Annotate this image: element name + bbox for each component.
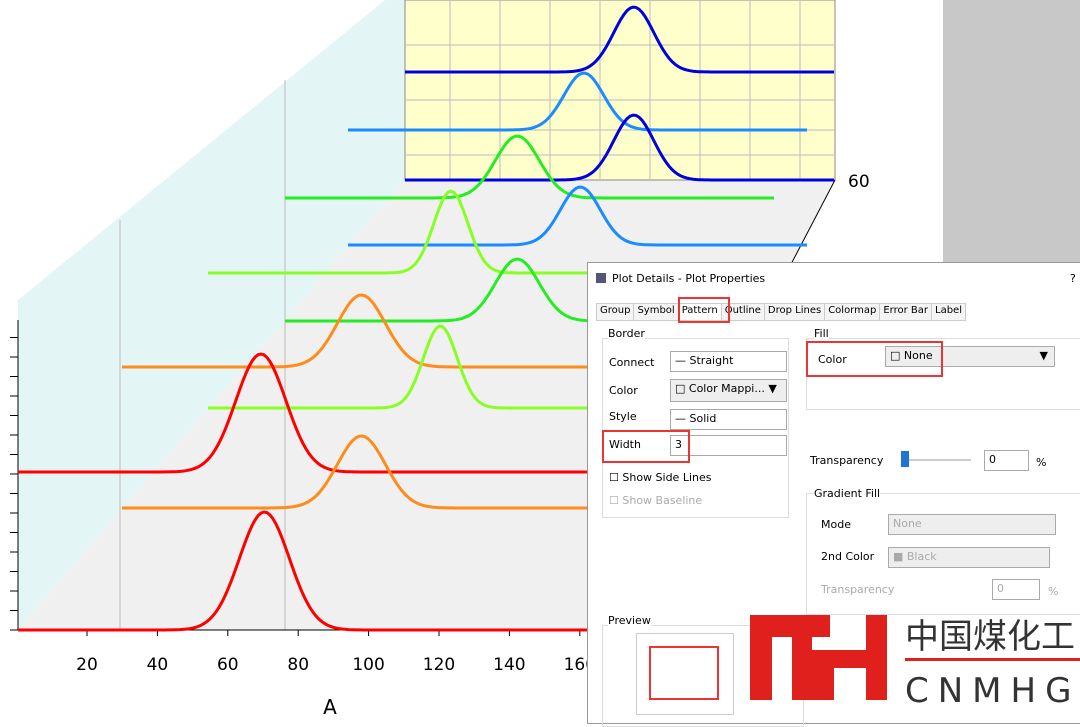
label: Show Side Lines [622, 471, 712, 484]
icon [596, 273, 606, 283]
value: Color Mappi... [688, 382, 765, 395]
label: Color [609, 384, 638, 397]
dropdown[interactable]: □ None ▼ [885, 346, 1055, 367]
grid [119, 0, 835, 630]
spinbox[interactable]: 0 [984, 450, 1029, 471]
tab[interactable]: Symbol [633, 303, 679, 321]
x-tick-label: 20 [76, 655, 98, 675]
help-button[interactable]: ? [1070, 272, 1076, 285]
depth-tick: 60 [848, 172, 870, 192]
curve [348, 71, 807, 132]
curve [405, 113, 834, 182]
group-title: Fill [814, 327, 829, 340]
label: Color [818, 353, 847, 366]
tab[interactable]: Label [931, 303, 966, 321]
highlight [806, 341, 943, 377]
label: Mode [821, 518, 851, 531]
dropdown[interactable]: — Straight [670, 351, 787, 372]
x-tick-label: 100 [352, 655, 384, 675]
tabs: Group Symbol Pattern Outline Drop Lines Color… [596, 303, 966, 321]
x-tick-label: 140 [493, 655, 525, 675]
label: Transparency [810, 454, 884, 467]
slider[interactable] [901, 459, 971, 461]
spinbox[interactable]: 0 [992, 579, 1040, 600]
label: Width [609, 438, 641, 451]
label: Transparency [821, 583, 895, 596]
tab[interactable]: Error Bar [879, 303, 932, 321]
x-tick-label: 80 [287, 655, 309, 675]
x-tick-label: 120 [423, 655, 455, 675]
workspace [943, 0, 1080, 262]
highlight [602, 430, 690, 463]
x-tick-label: 60 [217, 655, 239, 675]
border-group [602, 338, 789, 518]
group-title: Gradient Fill [814, 487, 881, 500]
value: Black [906, 550, 937, 563]
value: None [903, 349, 933, 362]
x-axis-label: A [323, 695, 337, 714]
curve [285, 134, 774, 200]
dialog: Plot Details - Plot Properties ? Group Sy… [587, 262, 1080, 727]
value: Straight [689, 354, 734, 367]
dropdown[interactable]: ■ Black [888, 547, 1050, 568]
label: 2nd Color [821, 550, 875, 563]
highlight [678, 297, 730, 323]
group-title: Preview [608, 614, 651, 627]
preview-box [636, 633, 734, 715]
checkbox[interactable]: ☐ Show Side Lines [609, 471, 712, 484]
label: Show Baseline [622, 494, 703, 507]
preview-swatch [649, 646, 719, 700]
tab[interactable]: Group [596, 303, 635, 321]
dropdown[interactable]: □ Color Mappi... ▼ [670, 379, 787, 402]
dropdown[interactable]: None [888, 514, 1056, 535]
group-title: Border [608, 327, 645, 340]
dropdown[interactable]: — Solid [670, 409, 787, 430]
value: Solid [689, 412, 717, 425]
checkbox[interactable]: ☐ Show Baseline [609, 494, 703, 507]
label: Style [609, 410, 637, 423]
unit: % [1036, 456, 1047, 469]
unit: % [1048, 585, 1059, 598]
back-wall [404, 0, 836, 181]
label: Connect [609, 356, 655, 369]
dialog-title: Plot Details - Plot Properties [612, 272, 766, 285]
curve [405, 5, 834, 74]
curve [18, 510, 600, 632]
combo[interactable]: 3 [670, 435, 787, 456]
x-tick-label: 40 [147, 655, 169, 675]
gradient-group [806, 493, 1080, 615]
tab[interactable]: Drop Lines [763, 303, 826, 321]
slider-thumb[interactable] [901, 451, 909, 467]
tab[interactable]: Colormap [824, 303, 881, 321]
